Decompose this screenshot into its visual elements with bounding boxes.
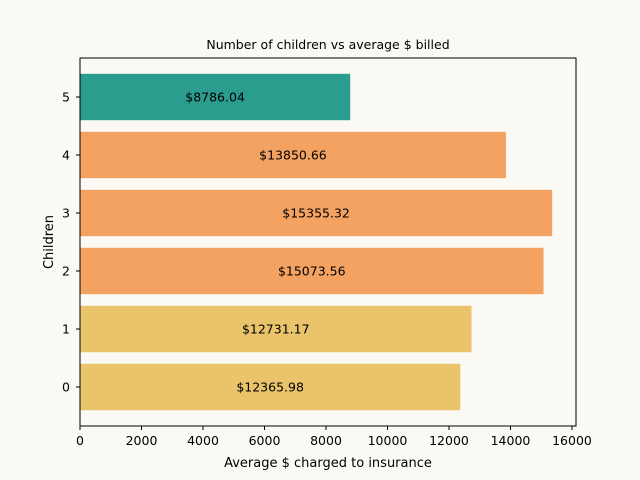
y-tick-label: 3 [62, 206, 70, 221]
data-labels-layer: $12365.98 $12731.17 $15073.56 $15355.32 $138… [185, 90, 350, 395]
x-tick-label: 10000 [368, 433, 408, 448]
data-label: $15355.32 [282, 206, 350, 221]
x-axis-label: Average $ charged to insurance [224, 456, 432, 471]
x-tick-label: 8000 [310, 433, 342, 448]
data-label: $8786.04 [185, 90, 245, 105]
data-label: $12365.98 [236, 380, 304, 395]
x-axis-ticks: 0 2000 4000 6000 8000 10000 12000 14000 16000 [76, 426, 592, 448]
bar-children-3 [80, 189, 553, 237]
data-label: $13850.66 [259, 148, 327, 163]
x-tick-label: 14000 [491, 433, 531, 448]
x-tick-label: 16000 [552, 433, 592, 448]
bars-layer [80, 73, 553, 411]
data-label: $12731.17 [242, 322, 310, 337]
y-axis-label: Children [42, 215, 57, 269]
x-tick-label: 4000 [187, 433, 219, 448]
y-tick-label: 0 [62, 380, 70, 395]
bar-children-2 [80, 247, 544, 295]
x-tick-label: 12000 [429, 433, 469, 448]
bar-children-1 [80, 305, 472, 353]
data-label: $15073.56 [278, 264, 346, 279]
y-tick-label: 1 [62, 322, 70, 337]
plot-frame [79, 57, 577, 427]
x-tick-label: 6000 [249, 433, 281, 448]
y-axis-ticks: 0 1 2 3 4 5 [62, 90, 80, 395]
bar-children-5 [80, 73, 351, 121]
bar-children-4 [80, 131, 506, 179]
y-tick-label: 4 [62, 148, 70, 163]
chart-title: Number of children vs average $ billed [206, 37, 449, 52]
x-tick-label: 0 [76, 433, 84, 448]
y-tick-label: 2 [62, 264, 70, 279]
x-tick-label: 2000 [126, 433, 158, 448]
bar-children-0 [80, 363, 461, 411]
y-tick-label: 5 [62, 90, 70, 105]
